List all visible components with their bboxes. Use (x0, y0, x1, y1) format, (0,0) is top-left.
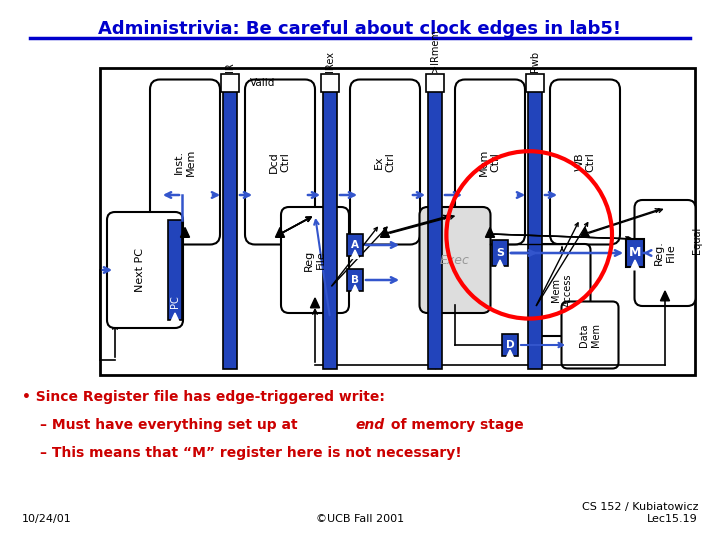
Polygon shape (310, 298, 320, 308)
Polygon shape (580, 227, 590, 237)
Bar (100, 68, 695, 375)
Text: Equal: Equal (692, 226, 702, 254)
Text: >IRmem: >IRmem (430, 29, 440, 71)
Text: M: M (629, 246, 642, 260)
Text: Valid: Valid (250, 78, 275, 88)
Text: Inst.
Mem: Inst. Mem (174, 148, 196, 176)
FancyBboxPatch shape (245, 79, 315, 245)
Text: PC: PC (170, 295, 180, 308)
Bar (347, 269, 363, 291)
Polygon shape (631, 260, 639, 270)
Text: Mem
Access: Mem Access (552, 273, 573, 307)
Text: Mem
Ctrl: Mem Ctrl (480, 148, 501, 176)
Bar (428, 84, 442, 368)
Polygon shape (496, 260, 504, 268)
Text: Ex
Ctrl: Ex Ctrl (374, 152, 396, 172)
Text: ©UCB Fall 2001: ©UCB Fall 2001 (316, 514, 404, 524)
FancyBboxPatch shape (420, 207, 490, 313)
Text: 10/24/01: 10/24/01 (22, 514, 72, 524)
Polygon shape (485, 227, 495, 237)
Bar (223, 84, 237, 368)
Bar (526, 74, 544, 92)
FancyBboxPatch shape (107, 212, 183, 328)
Text: Administrivia: Be careful about clock edges in lab5!: Administrivia: Be careful about clock ed… (99, 20, 621, 38)
Bar (347, 234, 363, 256)
Text: Data
Mem: Data Mem (579, 323, 600, 347)
Polygon shape (660, 291, 670, 301)
Bar (492, 240, 508, 266)
Bar (321, 74, 339, 92)
Text: IRex: IRex (325, 51, 335, 71)
Bar (528, 84, 542, 368)
Text: • Since Register file has edge-triggered write:: • Since Register file has edge-triggered… (22, 390, 385, 404)
Text: CS 152 / Kubiatowicz
Lec15.19: CS 152 / Kubiatowicz Lec15.19 (582, 502, 698, 524)
Text: – Must have everything set up at: – Must have everything set up at (40, 418, 302, 432)
Text: end: end (355, 418, 384, 432)
FancyBboxPatch shape (350, 79, 420, 245)
Bar (626, 239, 644, 267)
Text: IR: IR (225, 62, 235, 71)
Polygon shape (276, 227, 284, 237)
Polygon shape (181, 227, 189, 237)
Text: S: S (496, 248, 504, 258)
FancyBboxPatch shape (455, 79, 525, 245)
Text: A: A (351, 240, 359, 250)
Text: WB
Ctrl: WB Ctrl (575, 152, 596, 172)
Text: Dcd
Ctrl: Dcd Ctrl (269, 151, 291, 173)
Text: Rwb: Rwb (530, 50, 540, 71)
Bar (502, 334, 518, 356)
Text: Reg.
File: Reg. File (654, 240, 676, 266)
Polygon shape (380, 227, 390, 237)
FancyBboxPatch shape (550, 79, 620, 245)
Text: B: B (351, 275, 359, 285)
Text: D: D (505, 340, 514, 350)
FancyBboxPatch shape (562, 301, 618, 368)
Polygon shape (506, 350, 514, 359)
Polygon shape (351, 285, 359, 293)
FancyBboxPatch shape (634, 200, 696, 306)
Bar (168, 220, 182, 320)
Bar (323, 84, 337, 368)
FancyBboxPatch shape (150, 79, 220, 245)
Text: – This means that “M” register here is not necessary!: – This means that “M” register here is n… (40, 446, 462, 460)
Polygon shape (351, 250, 359, 259)
Text: of memory stage: of memory stage (386, 418, 523, 432)
Text: Reg
File: Reg File (304, 249, 325, 271)
FancyBboxPatch shape (534, 244, 590, 336)
Text: Exec: Exec (440, 253, 470, 267)
Bar (426, 74, 444, 92)
FancyBboxPatch shape (281, 207, 349, 313)
Text: Next PC: Next PC (135, 248, 145, 292)
Polygon shape (171, 313, 179, 323)
Bar (221, 74, 239, 92)
